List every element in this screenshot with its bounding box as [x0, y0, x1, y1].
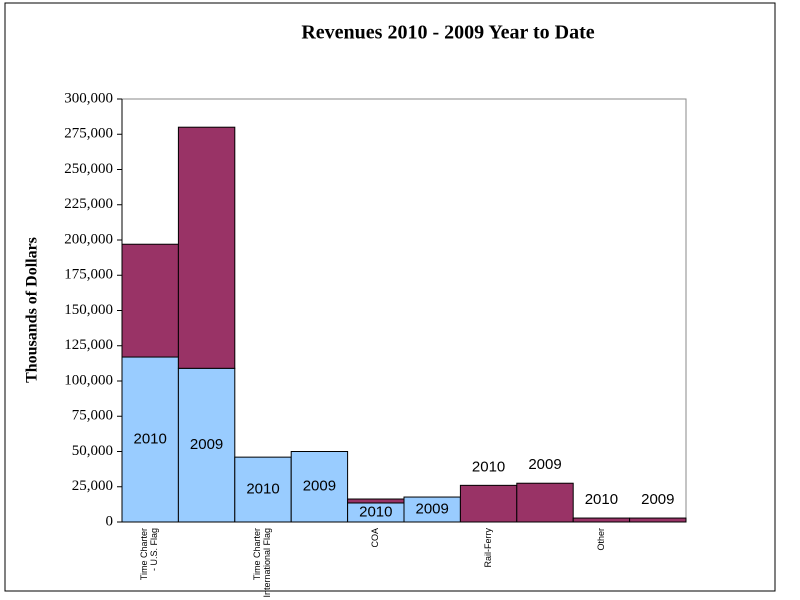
- y-tick-label: 200,000: [64, 231, 113, 247]
- x-tick-label: COA: [370, 528, 380, 548]
- y-axis-label: Thousands of Dollars: [24, 237, 41, 383]
- y-tick-label: 150,000: [64, 302, 113, 318]
- y-tick-label: 75,000: [72, 408, 113, 424]
- y-tick-label: 25,000: [72, 478, 113, 494]
- y-tick-label: 225,000: [64, 196, 113, 212]
- bar-segment: [347, 498, 405, 504]
- bar-label: 2010: [134, 430, 167, 447]
- bar-label: 2010: [585, 491, 618, 508]
- bar-segment: [177, 367, 236, 523]
- chart-title: Revenues 2010 - 2009 Year to Date: [301, 22, 594, 44]
- bar-label: 2009: [303, 478, 336, 495]
- x-tick-label: Time Charter- U.S. Flag: [140, 528, 160, 580]
- bar-segment: [459, 484, 518, 523]
- y-tick-label: 175,000: [64, 267, 113, 283]
- y-tick-label: 0: [106, 513, 114, 529]
- bar-label: 2010: [472, 458, 505, 475]
- bar-segment: [121, 243, 179, 358]
- bar-label: 2009: [416, 500, 449, 517]
- y-tick-label: 125,000: [64, 337, 113, 353]
- bar-segment: [177, 126, 236, 369]
- bar-label: 2010: [359, 503, 392, 520]
- x-tick-label: Rail-Ferry: [483, 528, 493, 568]
- y-tick-label: 50,000: [72, 443, 113, 459]
- y-tick-label: 300,000: [64, 90, 113, 106]
- chart-border: [4, 2, 776, 592]
- y-tick-label: 275,000: [64, 126, 113, 142]
- bar-label: 2009: [641, 491, 674, 508]
- bar-segment: [290, 451, 349, 523]
- y-tick-label: 250,000: [64, 161, 113, 177]
- x-tick-label: Time Charter- International Flag: [252, 528, 272, 600]
- y-tick-label: 100,000: [64, 372, 113, 388]
- bar-segment: [403, 496, 461, 523]
- bar-label: 2010: [246, 481, 279, 498]
- bar-label: 2009: [528, 456, 561, 473]
- bar-segment: [629, 517, 687, 523]
- bar-segment: [572, 517, 631, 523]
- x-tick-label: Other: [596, 528, 606, 551]
- bar-label: 2009: [190, 436, 223, 453]
- bar-segment: [516, 482, 574, 523]
